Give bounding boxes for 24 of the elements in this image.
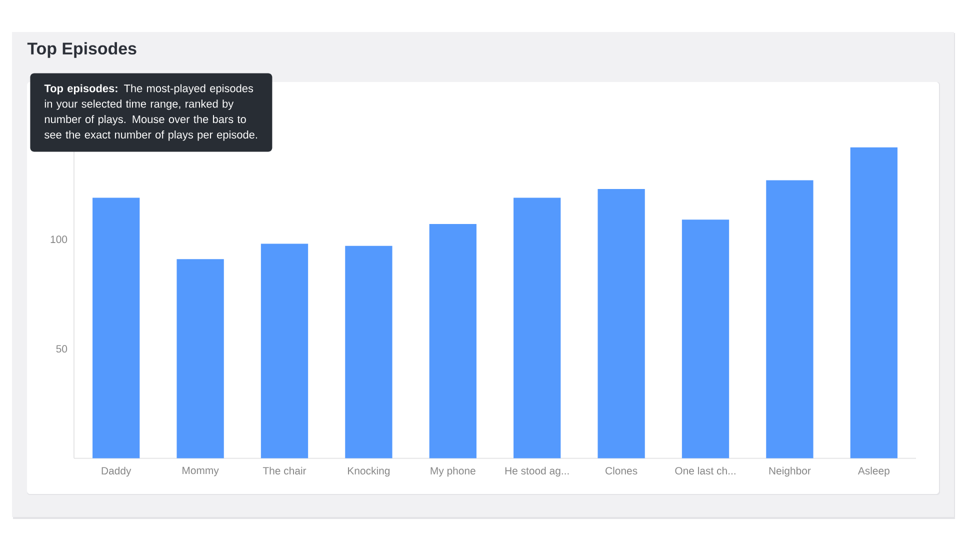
x-tick-label: Asleep (858, 466, 890, 477)
bar (850, 147, 898, 458)
x-tick-label: The chair (262, 466, 306, 475)
bar (345, 246, 392, 458)
bar (598, 189, 645, 458)
bar (682, 220, 730, 458)
bar (514, 198, 561, 458)
bar (766, 180, 814, 458)
y-tick-label: 50 (56, 345, 68, 353)
y-tick-label: 100 (50, 236, 68, 244)
x-tick-label: Neighbor (769, 466, 811, 477)
x-tick-label: Daddy (102, 466, 132, 477)
annotation: Top episodes: The most-played episodes in your selected time range, ranked by number of plays. Mouse over the bars to see the exact number of plays per episode. (44, 84, 257, 141)
bar (92, 198, 140, 458)
chart-title: Top Episodes (27, 42, 136, 58)
bar (176, 259, 224, 458)
x-tick-label: Clones (606, 466, 638, 475)
bar (260, 244, 308, 458)
x-tick-label: Mommy (182, 466, 219, 476)
x-tick-label: My phone (430, 466, 476, 477)
x-tick-label: He stood ag... (505, 466, 569, 477)
x-tick-label: Knocking (348, 466, 390, 477)
x-tick-label: One last ch... (675, 466, 736, 475)
bar (429, 224, 476, 458)
